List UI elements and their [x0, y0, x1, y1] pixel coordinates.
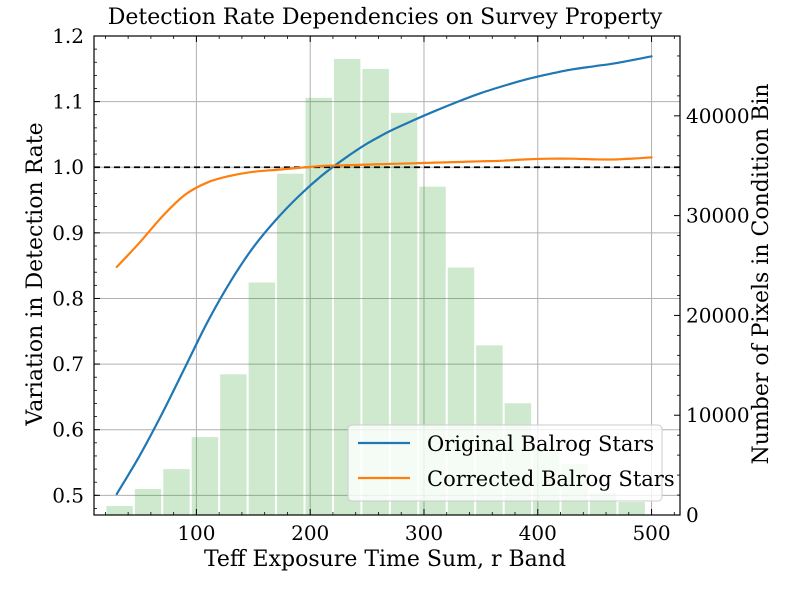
histogram-bar	[277, 173, 304, 515]
x-tick-label: 300	[405, 521, 443, 545]
y-left-tick-label: 1.2	[52, 24, 84, 48]
series-lines	[115, 55, 653, 496]
histogram-bar	[163, 469, 190, 515]
legend-box	[347, 424, 663, 502]
x-tick-label: 200	[291, 521, 329, 545]
y-right-tick-label: 30000	[686, 204, 750, 228]
x-axis-label: Teff Exposure Time Sum, r Band	[204, 547, 566, 572]
y-right-tick-label: 0	[686, 503, 699, 527]
y-axis-right-label: Number of Pixels in Condition Bin	[749, 83, 774, 464]
histogram-bars	[106, 58, 645, 516]
legend-label-corrected: Corrected Balrog Stars	[427, 467, 675, 491]
series-line-corrected	[115, 156, 653, 269]
series-line-original	[115, 55, 653, 496]
y-left-tick-label: 0.5	[52, 483, 84, 507]
y-right-tick-label: 10000	[686, 403, 750, 427]
y-left-tick-label: 0.9	[52, 221, 84, 245]
y-axis-left-label: Variation in Detection Rate	[23, 122, 48, 426]
tick-labels: 100 200 300 400 500 0.5 0.6 0.7 0.8 0.9 1.0 1.1 1.2 0…	[52, 24, 749, 545]
y-left-tick-label: 0.6	[52, 418, 84, 442]
x-tick-label: 400	[519, 521, 557, 545]
histogram-bar	[248, 282, 276, 515]
histogram-bar	[106, 506, 133, 515]
y-left-tick-label: 1.0	[52, 155, 84, 179]
y-left-tick-label: 0.7	[52, 352, 84, 376]
legend: Original Balrog Stars Corrected Balrog S…	[347, 424, 675, 502]
histogram-bar	[191, 437, 219, 515]
x-tick-label: 500	[632, 521, 670, 545]
histogram-bar	[305, 97, 332, 515]
histogram-bar	[618, 502, 645, 515]
y-right-tick-label: 20000	[686, 303, 750, 327]
y-right-tick-label: 40000	[686, 104, 750, 128]
y-left-tick-label: 1.1	[52, 90, 84, 114]
x-tick-label: 100	[177, 521, 215, 545]
legend-label-original: Original Balrog Stars	[427, 432, 654, 456]
histogram-bar	[220, 374, 247, 515]
histogram-bar	[134, 489, 162, 515]
axes-frame	[93, 35, 681, 516]
y-left-tick-label: 0.8	[52, 286, 84, 310]
chart-title: Detection Rate Dependencies on Survey Pr…	[108, 5, 663, 30]
